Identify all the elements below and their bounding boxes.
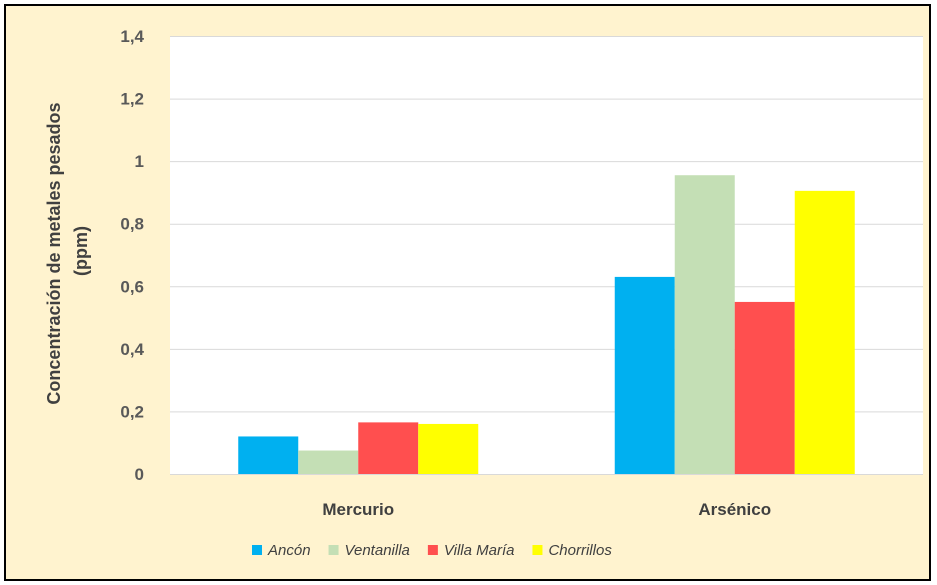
bar-chart: 0 0,2 0,4 0,6 0,8 1 1,2 1,4 Mercurio Arsénico Co… [44,27,923,559]
legend-label: Chorrillos [548,542,612,559]
bar [238,436,299,474]
y-tick-label: 1,2 [120,90,144,109]
y-axis-title-line-1: Concentración de metales pesados [44,102,64,404]
y-tick-label: 0,8 [120,215,144,234]
x-category-label: Mercurio [322,500,394,519]
legend-label: Ancón [267,542,311,559]
bar [298,450,359,474]
x-axis-categories: Mercurio Arsénico [322,500,771,519]
bar [358,422,419,474]
chart-frame: 0 0,2 0,4 0,6 0,8 1 1,2 1,4 Mercurio Arsénico Co… [4,4,931,581]
y-tick-label: 1,4 [120,27,144,46]
y-tick-label: 1 [135,152,144,171]
gridlines [170,36,923,413]
y-tick-label: 0,2 [120,402,144,421]
legend-swatch [427,545,438,555]
x-category-label: Arsénico [698,500,771,519]
bar [614,276,675,474]
legend-swatch [532,545,543,555]
y-axis-ticks: 0 0,2 0,4 0,6 0,8 1 1,2 1,4 [120,27,144,484]
bar [734,301,795,474]
legend: Ancón Ventanilla Villa María Chorrillos [252,542,612,559]
legend-label: Ventanilla [345,542,410,559]
bars [238,175,855,474]
legend-label: Villa María [444,542,515,559]
y-axis-title: Concentración de metales pesados (ppm) [44,97,91,404]
y-axis-title-line-2: (ppm) [71,226,91,276]
bar [674,175,735,474]
legend-swatch [328,545,339,555]
y-tick-label: 0,6 [120,277,144,296]
bar [794,190,855,474]
bar [418,423,479,474]
y-tick-label: 0 [135,465,144,484]
legend-swatch [252,545,262,555]
y-tick-label: 0,4 [120,340,144,359]
